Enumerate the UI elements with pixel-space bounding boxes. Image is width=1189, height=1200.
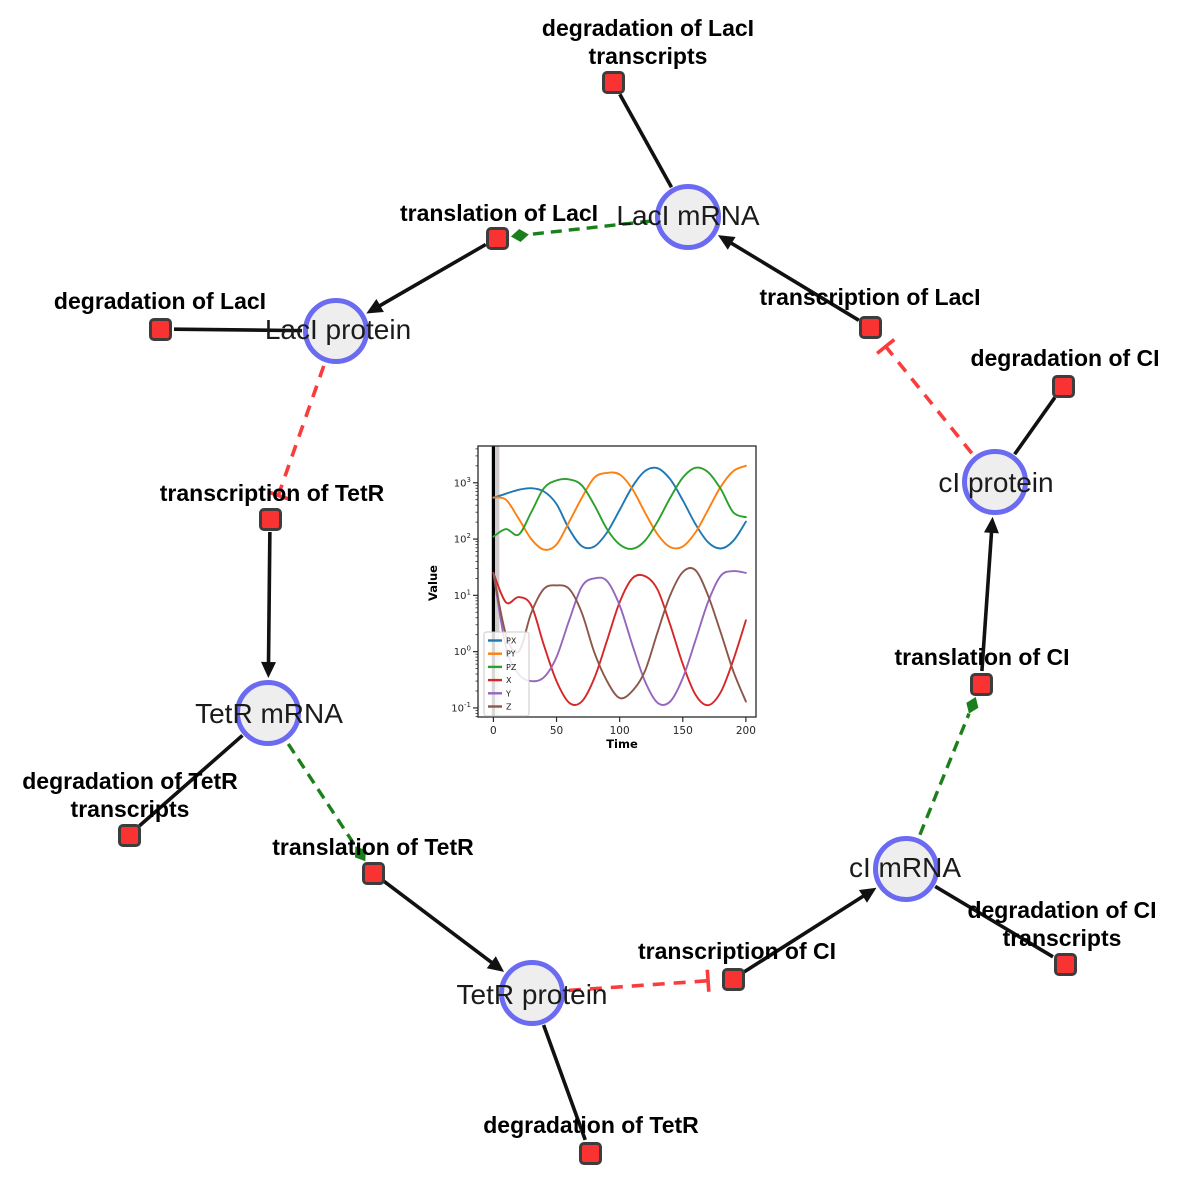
x-tick-label: 100: [610, 725, 630, 737]
species-label-lacI_protein: LacI protein: [264, 314, 412, 345]
series-Z: [492, 567, 747, 703]
edge-transcr_lacI-lacI_mRNA: [717, 235, 860, 322]
plot-x-axis-label: Time: [606, 737, 638, 751]
species-node-lacI_protein[interactable]: [303, 298, 369, 364]
reaction-label-transl_cI: translation of CI: [894, 644, 1070, 670]
species-label-cI_mRNA: cI mRNA: [849, 852, 961, 883]
species-label-cI_protein: cI protein: [938, 467, 1054, 498]
edge-lacI_protein-transcr_tetR: [267, 365, 326, 501]
simulation-plot: 0 50 100 150 20010-1100101102103TimeValuePXP…: [426, 445, 757, 751]
edge-lacI_mRNA-transl_lacI: [510, 219, 652, 242]
reaction-label-deg_cI_tr: degradation of CI transcripts: [967, 897, 1157, 951]
reaction-node-transcr_tetR[interactable]: [259, 508, 282, 531]
reaction-label-deg_cI: degradation of CI: [970, 345, 1160, 371]
y-tick-label: 10-1: [451, 701, 471, 715]
species-label-tetR_mRNA: TetR mRNA: [195, 698, 343, 729]
legend-entry: PY: [506, 650, 516, 659]
reaction-node-transcr_cI[interactable]: [722, 968, 745, 991]
reaction-label-transcr_tetR: transcription of TetR: [159, 480, 385, 506]
species-node-tetR_mRNA[interactable]: [235, 680, 301, 746]
reaction-label-transl_lacI: translation of LacI: [399, 200, 599, 226]
reaction-label-deg_tetR_tr: degradation of TetR transcripts: [22, 768, 238, 822]
edge-tetR_mRNA-transl_tetR: [286, 743, 366, 862]
series-Y: [492, 570, 747, 706]
plot-y-axis-label: Value: [426, 565, 440, 601]
edge-transl_tetR-tetR_protein: [382, 879, 505, 972]
legend-entry: X: [506, 676, 512, 685]
legend-entry: PX: [506, 637, 517, 646]
species-label-tetR_protein: TetR protein: [456, 979, 608, 1010]
y-tick-label: 101: [454, 588, 471, 602]
species-node-tetR_protein[interactable]: [499, 960, 565, 1026]
edge-transcr_cI-cI_mRNA: [743, 887, 877, 974]
reaction-label-transl_tetR: translation of TetR: [272, 834, 474, 860]
reaction-node-transl_lacI[interactable]: [486, 227, 509, 250]
reaction-node-deg_tetR_tr[interactable]: [118, 824, 141, 847]
legend-entry: Z: [506, 703, 512, 712]
edge-transcr_tetR-tetR_mRNA: [261, 531, 277, 679]
reaction-label-transcr_lacI: transcription of LacI: [759, 284, 981, 310]
edge-lacI_protein-deg_lacI: [173, 327, 303, 333]
reaction-node-transl_tetR[interactable]: [362, 862, 385, 885]
legend-entry: PZ: [506, 663, 517, 672]
reaction-label-deg_lacI_tr: degradation of LacI transcripts: [541, 15, 755, 69]
reaction-node-deg_lacI[interactable]: [149, 318, 172, 341]
edge-cI_mRNA-transl_cI: [918, 696, 979, 836]
edge-cI_mRNA-deg_cI_tr: [934, 884, 1054, 959]
y-tick-label: 100: [454, 645, 471, 659]
edge-cI_protein-deg_cI: [1013, 396, 1057, 456]
reaction-node-transcr_lacI[interactable]: [859, 316, 882, 339]
reaction-node-deg_tetR[interactable]: [579, 1142, 602, 1165]
series-PX: [492, 466, 747, 550]
plot-legend: PX PY PZ XYZ: [483, 631, 530, 717]
reaction-label-transcr_cI: transcription of CI: [637, 938, 837, 964]
series-PZ: [492, 466, 747, 550]
edge-tetR_mRNA-deg_tetR_tr: [138, 734, 244, 828]
y-tick-label: 102: [454, 532, 471, 546]
plot-frame: [477, 445, 757, 718]
reaction-node-deg_cI_tr[interactable]: [1054, 953, 1077, 976]
edge-tetR_protein-deg_tetR: [541, 1024, 587, 1141]
edge-transl_cI-cI_protein: [980, 516, 999, 672]
series-PY: [492, 464, 747, 551]
species-node-cI_protein[interactable]: [962, 449, 1028, 515]
reaction-node-transl_cI[interactable]: [970, 673, 993, 696]
x-tick-label: 0: [490, 725, 497, 737]
edge-cI_protein-transcr_lacI: [876, 338, 974, 455]
x-tick-label: 200: [736, 725, 756, 737]
reaction-node-deg_lacI_tr[interactable]: [602, 71, 625, 94]
y-tick-label: 103: [454, 476, 471, 490]
legend-entry: Y: [505, 689, 511, 698]
reaction-label-deg_tetR: degradation of TetR: [483, 1112, 699, 1138]
species-node-cI_mRNA[interactable]: [873, 836, 939, 902]
species-node-lacI_mRNA[interactable]: [655, 184, 721, 250]
edge-transl_lacI-lacI_protein: [366, 242, 487, 314]
x-tick-label: 150: [673, 725, 693, 737]
edge-tetR_protein-transcr_cI: [568, 969, 711, 993]
reaction-label-deg_lacI: degradation of LacI: [53, 288, 267, 314]
series-X: [492, 571, 747, 707]
reaction-node-deg_cI[interactable]: [1052, 375, 1075, 398]
edge-lacI_mRNA-deg_lacI_tr: [618, 93, 674, 189]
species-label-lacI_mRNA: LacI mRNA: [616, 200, 760, 231]
x-tick-label: 50: [550, 725, 563, 737]
